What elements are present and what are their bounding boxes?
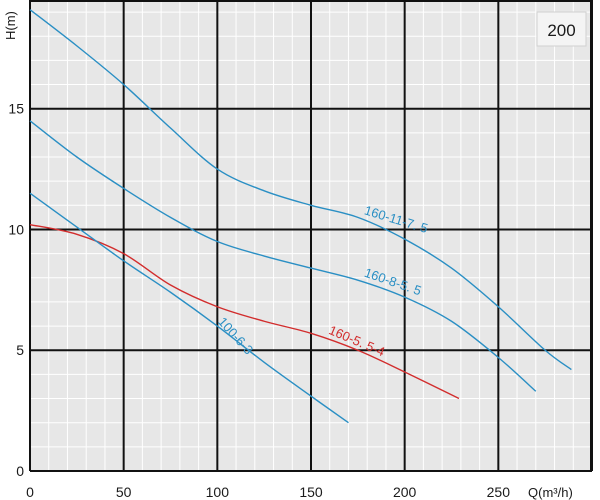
y-tick-label: 15 <box>8 101 24 117</box>
x-tick-label: 200 <box>393 484 417 500</box>
badge-box <box>536 11 587 47</box>
y-tick-label: 0 <box>16 463 24 479</box>
x-tick-label: 150 <box>299 484 323 500</box>
curve-160-5_5-4 <box>29 223 460 400</box>
curve-160-8-5_5 <box>29 120 537 392</box>
y-tick-label: 5 <box>16 342 24 358</box>
y-tick-labels: 0 5 10 15 <box>8 101 24 479</box>
x-tick-label: 250 <box>487 484 511 500</box>
curves <box>29 9 572 424</box>
axes <box>29 0 592 472</box>
x-tick-label: 100 <box>206 484 230 500</box>
badge-text: 200 <box>547 21 575 40</box>
x-tick-label: 50 <box>116 484 132 500</box>
curve-160-11-7_5 <box>29 9 572 371</box>
x-tick-labels: 0 50 100 150 200 250 <box>26 484 510 500</box>
x-axis-label: Q(m³/h) <box>528 485 573 500</box>
curve-100-6-3 <box>29 192 349 424</box>
y-tick-label: 10 <box>8 221 24 237</box>
y-axis-label: H(m) <box>3 11 18 40</box>
x-tick-label: 0 <box>26 484 34 500</box>
